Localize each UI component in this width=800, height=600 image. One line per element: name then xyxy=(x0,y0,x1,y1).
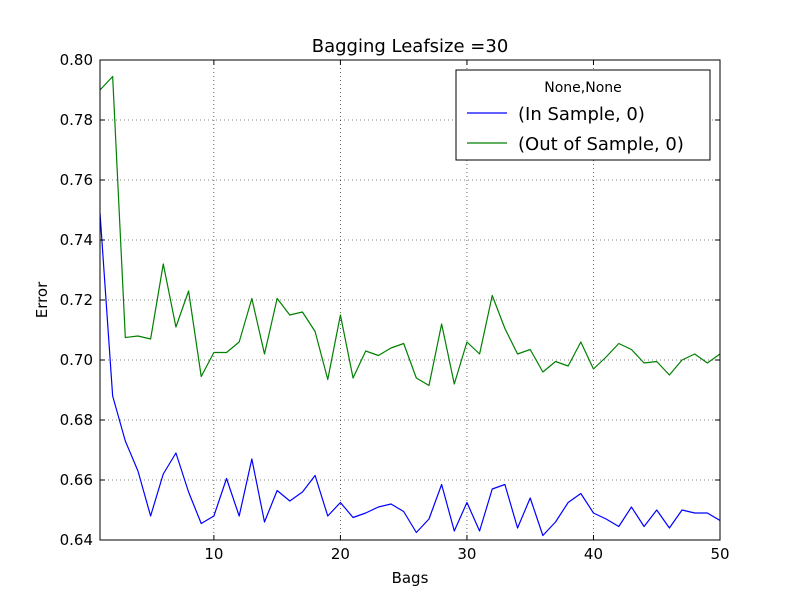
x-tick-label: 10 xyxy=(204,545,223,563)
series-line-in-sample xyxy=(100,212,720,537)
ticks: 10 20 30 40 50 0.64 0.66 0.68 0.70 0.72 0.74 0.76 0.… xyxy=(60,51,730,563)
legend-label-out-of-sample: (Out of Sample, 0) xyxy=(518,134,684,155)
y-tick-label: 0.64 xyxy=(60,531,93,549)
legend: None,None (In Sample, 0) (Out of Sample,… xyxy=(455,69,711,161)
x-tick-label: 50 xyxy=(710,545,729,563)
y-tick-label: 0.76 xyxy=(60,171,93,189)
x-tick-label: 20 xyxy=(331,545,350,563)
x-axis-label: Bags xyxy=(392,569,429,587)
legend-box xyxy=(455,69,711,161)
legend-title: None,None xyxy=(544,80,622,96)
y-tick-label: 0.78 xyxy=(60,111,93,129)
y-axis-label: Error xyxy=(33,281,51,318)
x-tick-label: 30 xyxy=(457,545,476,563)
legend-label-in-sample: (In Sample, 0) xyxy=(518,104,645,125)
y-tick-label: 0.72 xyxy=(60,291,93,309)
y-tick-label: 0.70 xyxy=(60,351,93,369)
y-tick-label: 0.80 xyxy=(60,51,93,69)
x-tick-label: 40 xyxy=(584,545,603,563)
series-layer xyxy=(100,75,720,537)
y-tick-label: 0.66 xyxy=(60,471,93,489)
series-line-out-of-sample xyxy=(100,75,720,387)
chart-title: Bagging Leafsize =30 xyxy=(312,36,509,57)
y-tick-label: 0.74 xyxy=(60,231,93,249)
y-tick-label: 0.68 xyxy=(60,411,93,429)
